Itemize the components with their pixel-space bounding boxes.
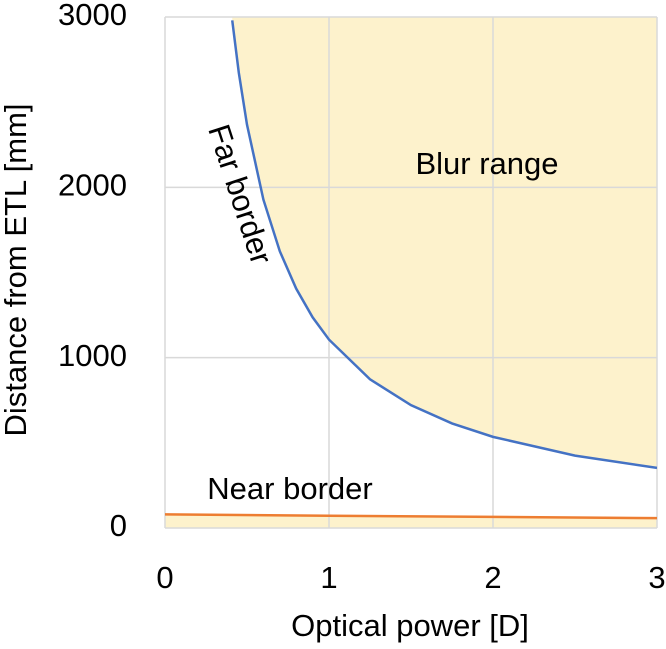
series-line bbox=[165, 513, 657, 520]
annotation: Blur range bbox=[415, 146, 558, 181]
series-label: Near border bbox=[207, 471, 372, 506]
y-tick-label: 2000 bbox=[58, 168, 127, 203]
x-tick-label: 1 bbox=[320, 560, 337, 595]
y-tick-label: 1000 bbox=[58, 338, 127, 373]
blur-area bbox=[232, 17, 657, 468]
y-tick-label: 0 bbox=[110, 508, 127, 543]
y-axis-title: Distance from ETL [mm] bbox=[0, 103, 33, 436]
y-tick-label: 3000 bbox=[58, 0, 127, 32]
x-tick-label: 2 bbox=[484, 560, 501, 595]
x-tick-label: 3 bbox=[648, 560, 665, 595]
x-axis-title: Optical power [D] bbox=[291, 608, 529, 643]
series-line bbox=[230, 20, 657, 470]
x-tick-label: 0 bbox=[156, 560, 173, 595]
